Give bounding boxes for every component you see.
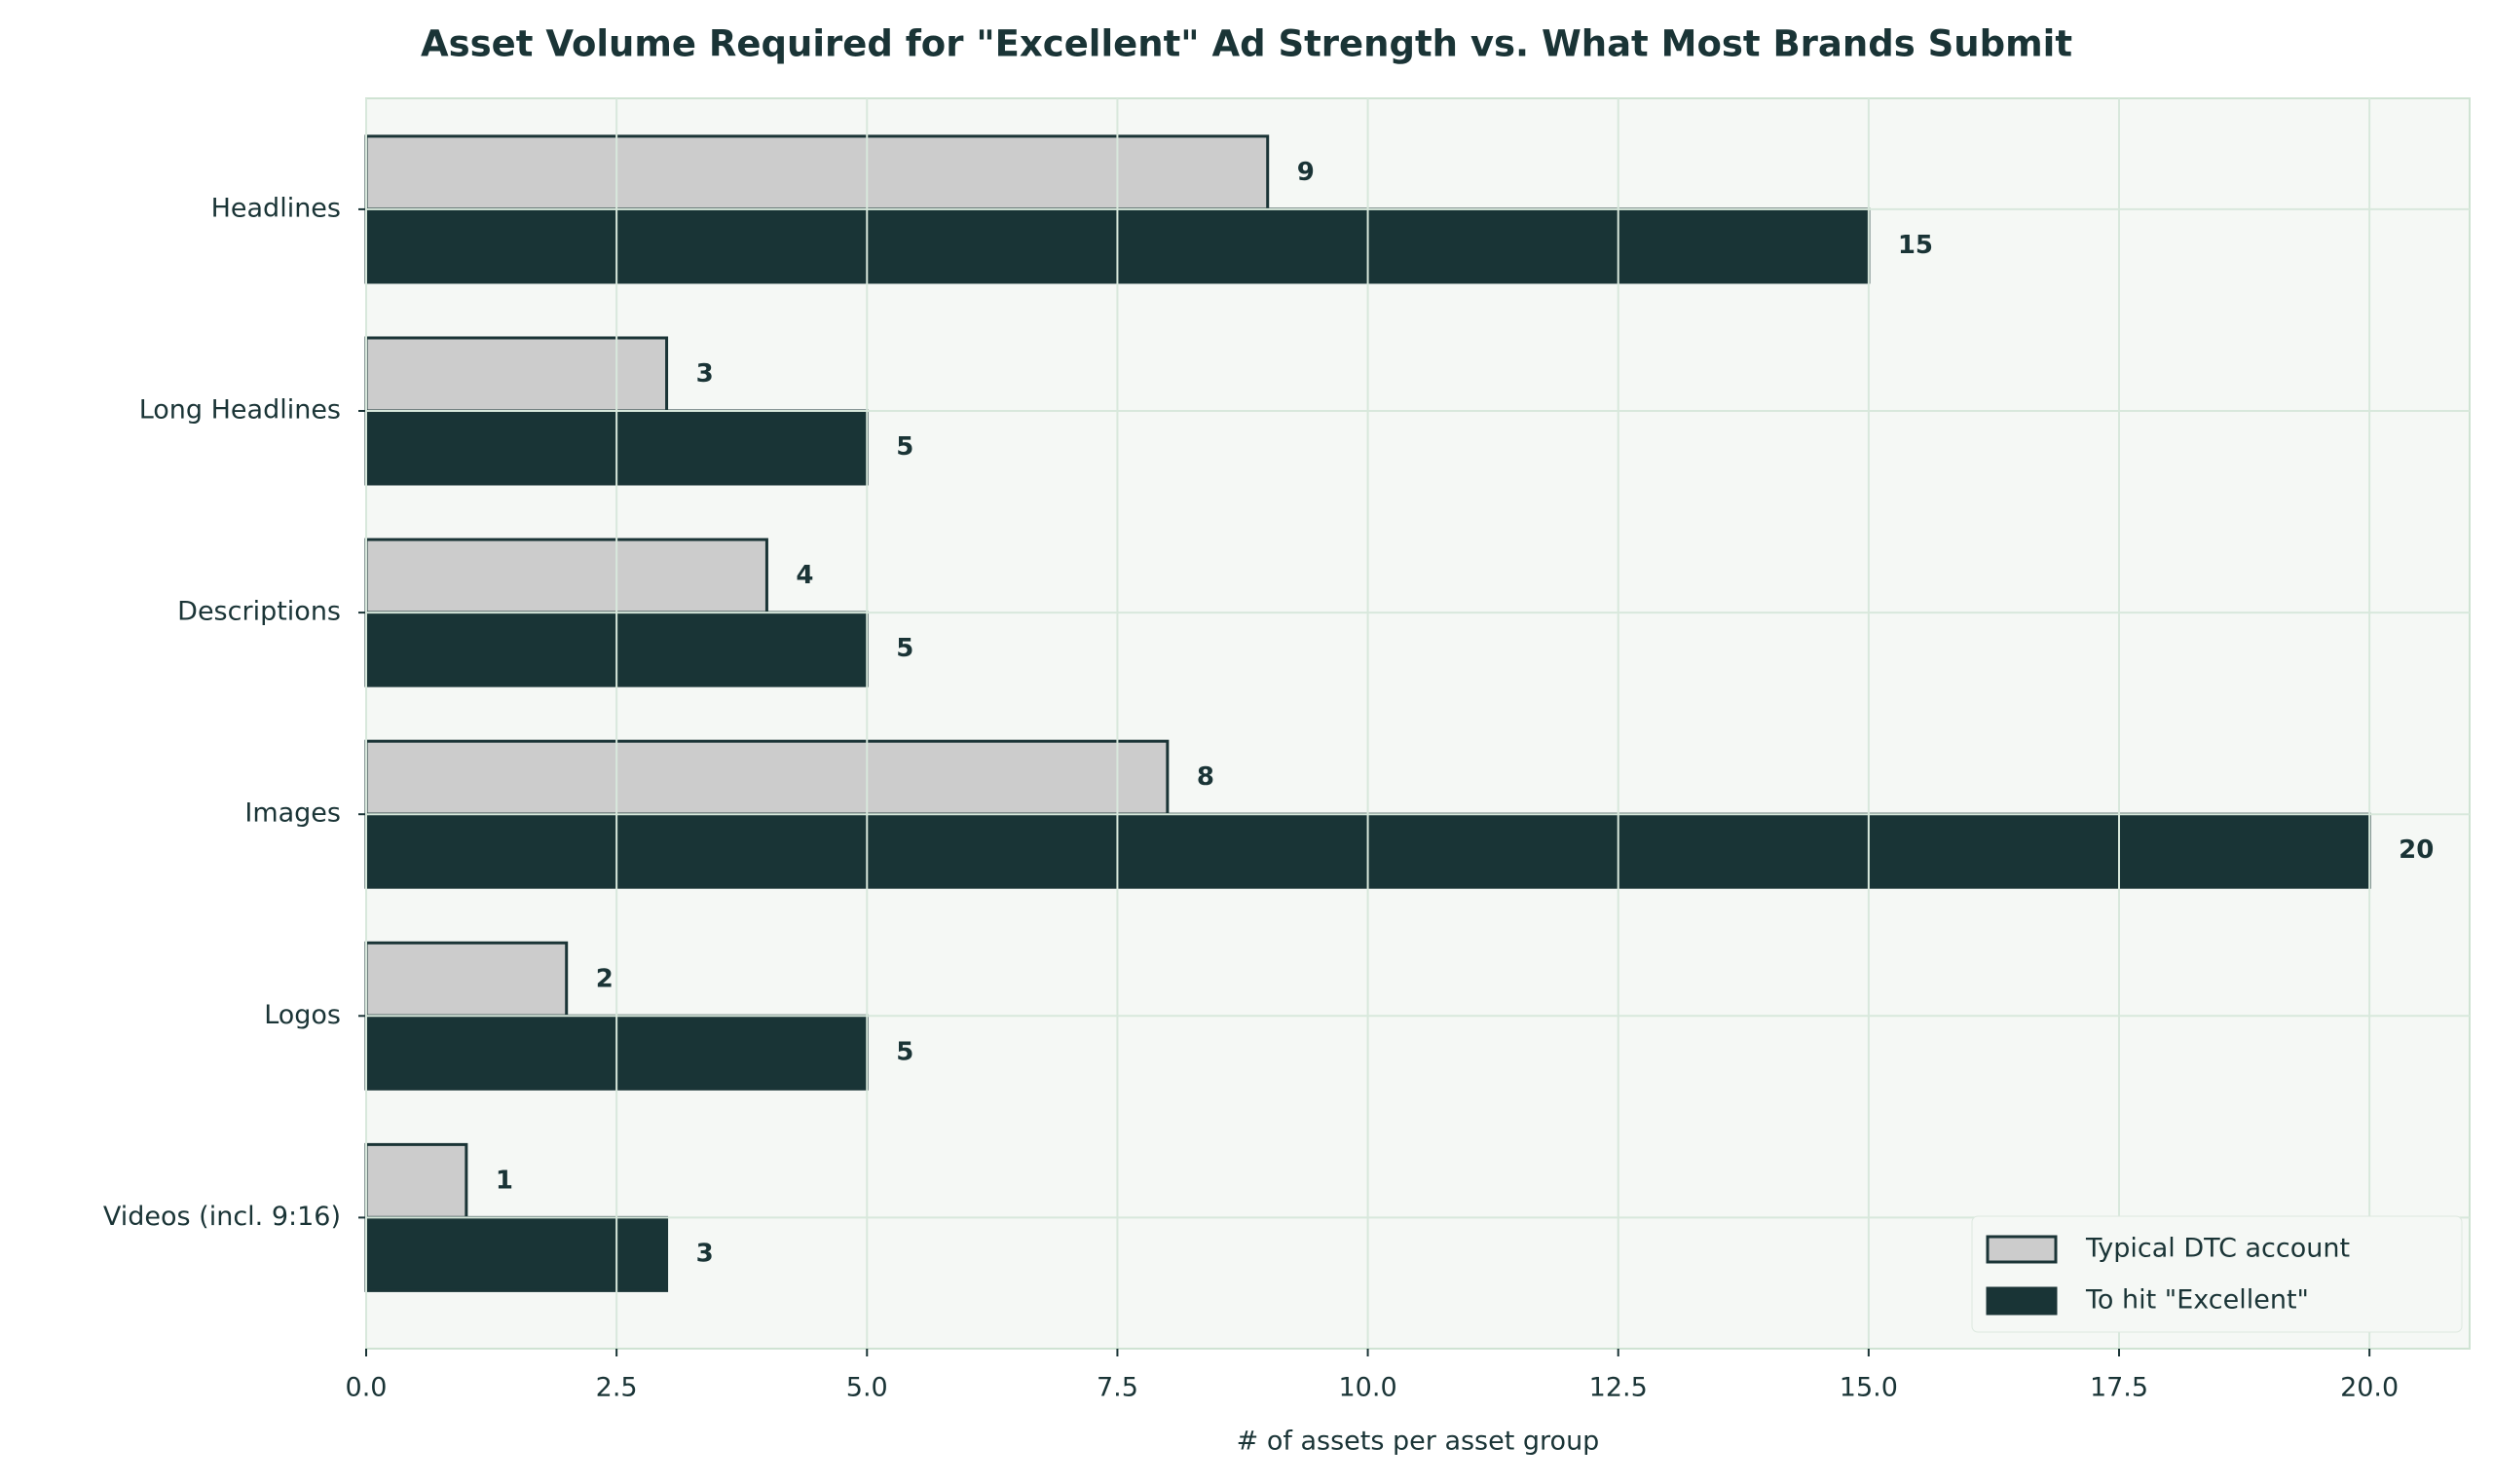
bar: [364, 1215, 669, 1292]
legend-box: [1971, 1215, 2463, 1333]
x-tick-label: 15.0: [1840, 1373, 1898, 1403]
y-tick-label: Videos (incl. 9:16): [103, 1202, 341, 1232]
x-tick-label: 0.0: [346, 1373, 388, 1403]
value-label: 3: [696, 1239, 714, 1268]
bar: [364, 134, 1270, 211]
x-tick-label: 2.5: [596, 1373, 638, 1403]
x-axis-label: # of assets per asset group: [1237, 1427, 1600, 1457]
plot-area: [365, 97, 2471, 1350]
bar: [364, 941, 569, 1018]
x-tick-label: 17.5: [2090, 1373, 2148, 1403]
value-label: 5: [896, 634, 913, 663]
value-label: 8: [1197, 762, 1214, 792]
legend-swatch: [1986, 1235, 2058, 1264]
x-tick-label: 20.0: [2340, 1373, 2399, 1403]
value-label: 5: [896, 1037, 913, 1066]
value-label: 1: [496, 1166, 513, 1195]
value-label: 5: [896, 432, 913, 462]
y-tick-label: Logos: [264, 1000, 341, 1030]
legend-label: Typical DTC account: [2085, 1234, 2350, 1264]
value-label: 3: [696, 359, 714, 389]
y-tick-label: Long Headlines: [139, 395, 341, 426]
legend-label: To hit "Excellent": [2085, 1285, 2309, 1316]
bar: [364, 538, 768, 614]
x-tick-label: 5.0: [846, 1373, 888, 1403]
chart-title: Asset Volume Required for "Excellent" Ad…: [421, 23, 2072, 65]
y-tick-label: Images: [244, 798, 341, 829]
value-label: 20: [2399, 835, 2434, 865]
value-label: 15: [1898, 231, 1933, 260]
legend-swatch: [1986, 1286, 2058, 1316]
value-label: 9: [1297, 158, 1315, 187]
value-label: 2: [596, 964, 614, 993]
bar: [364, 1142, 468, 1219]
grid: [365, 98, 2470, 1349]
x-tick-label: 12.5: [1589, 1373, 1648, 1403]
y-tick-label: Headlines: [211, 193, 341, 223]
bar: [364, 336, 669, 413]
x-tick-label: 10.0: [1339, 1373, 1397, 1403]
x-tick-label: 7.5: [1097, 1373, 1138, 1403]
y-tick-label: Descriptions: [177, 597, 341, 627]
value-label: 4: [796, 561, 813, 590]
bar: [364, 739, 1170, 816]
